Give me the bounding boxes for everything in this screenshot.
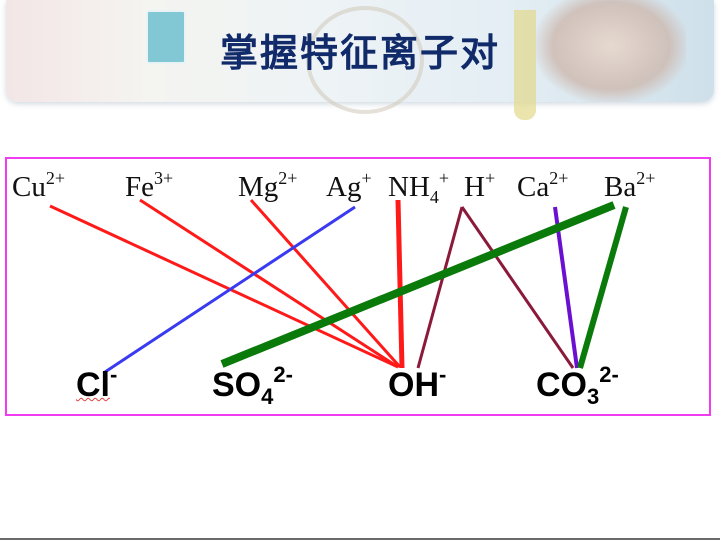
anion-so4: SO42- [212,362,293,409]
magnifier-image [306,6,424,114]
line-h-oh [416,206,464,369]
anion-co3: CO32- [536,362,619,409]
cation-h: H+ [464,168,496,203]
anion-oh: OH- [388,362,447,404]
line-ag-cl [104,205,356,374]
line-h-co3 [460,206,575,369]
line-ba-so4 [220,201,616,368]
header-banner [6,0,714,120]
cation-fe: Fe3+ [125,168,174,203]
cation-cu: Cu2+ [12,168,65,203]
cation-ag: Ag+ [326,168,372,203]
footer-divider [0,538,720,540]
anion-cl: Cl- [76,362,118,404]
line-nh4-oh [395,199,405,369]
line-fe-oh [139,198,399,369]
line-cu-oh [49,204,399,369]
cation-ca: Ca2+ [517,168,569,203]
cation-ba: Ba2+ [604,168,656,203]
scientist-image [536,0,686,102]
slide-title: 掌握特征离子对 [219,31,500,75]
cation-mg: Mg2+ [238,168,298,203]
flask-image [146,10,186,64]
line-mg-oh [249,199,402,368]
line-ca-co3 [553,206,579,369]
line-ba-co3 [577,206,629,369]
cation-nh4: NH4+ [388,168,450,207]
ion-pair-box [5,157,711,416]
test-tube-image [514,10,536,120]
